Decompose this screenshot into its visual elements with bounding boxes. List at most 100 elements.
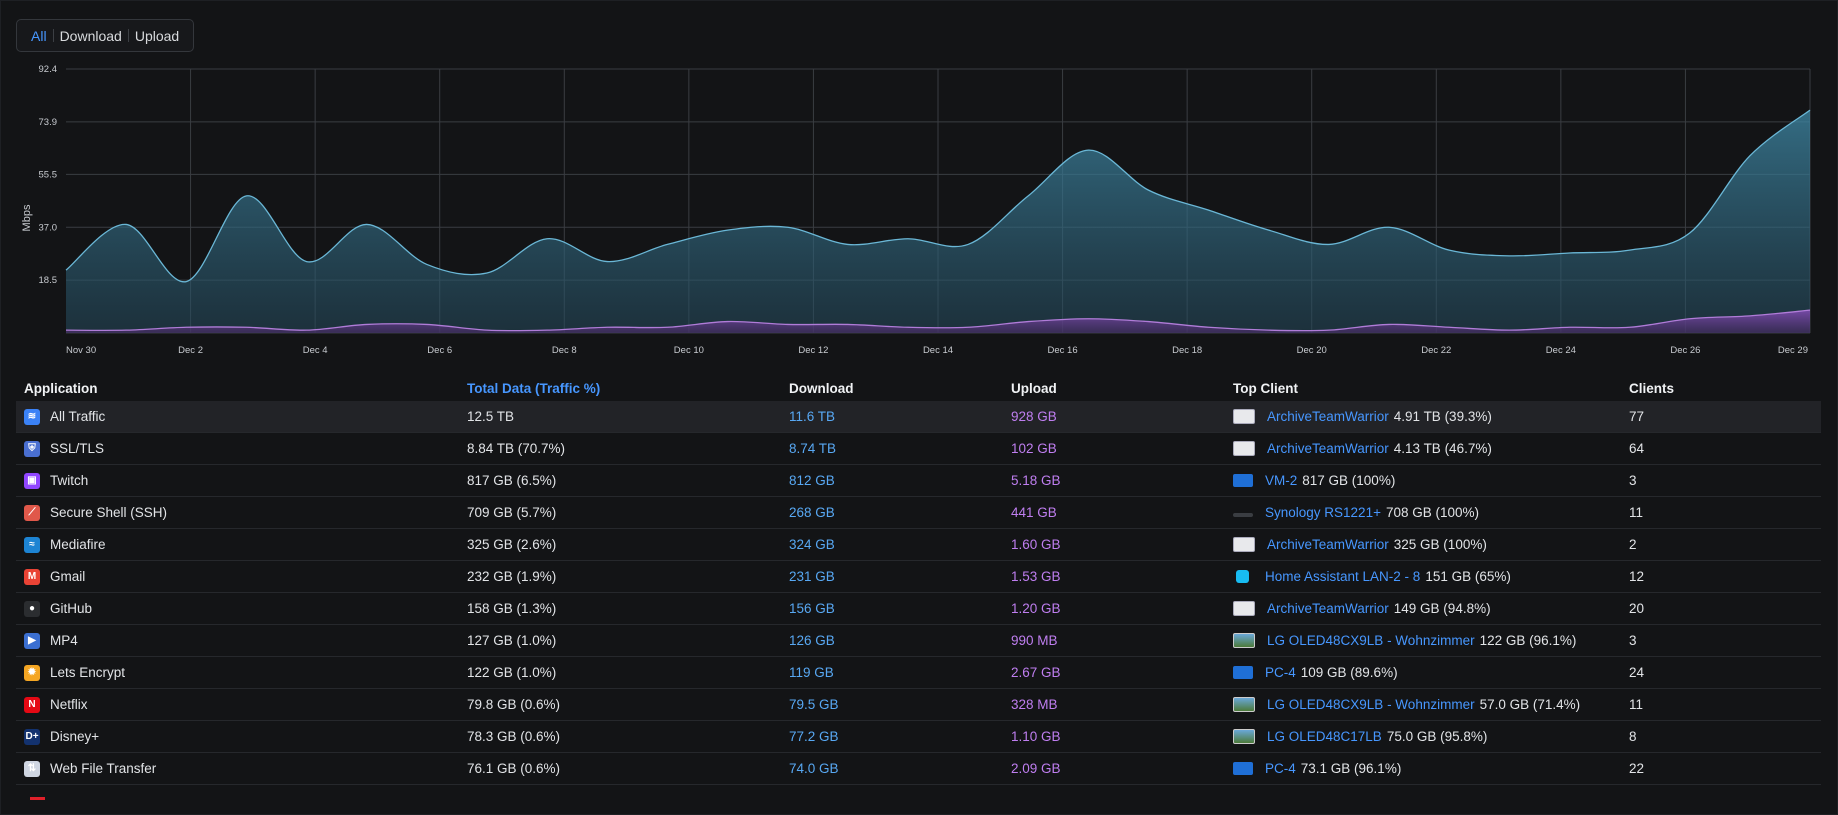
top-client-link[interactable]: ArchiveTeamWarrior [1267,409,1389,424]
col-header-download[interactable]: Download [789,380,854,396]
table-row[interactable]: ⛨ SSL/TLS 8.84 TB (70.7%) 8.74 TB 102 GB… [16,433,1821,465]
upload-cell: 1.53 GB [1011,569,1061,584]
app-cell: M Gmail [16,568,467,585]
download-cell: 231 GB [789,569,835,584]
y-tick-label: 18.5 [39,275,58,286]
chart-series [65,109,1811,333]
top-client-link[interactable]: ArchiveTeamWarrior [1267,441,1389,456]
download-cell: 74.0 GB [789,761,839,776]
app-name[interactable]: SSL/TLS [50,441,105,456]
app-name[interactable]: Lets Encrypt [50,665,126,680]
app-name[interactable]: All Traffic [50,409,106,424]
upload-cell: 5.18 GB [1011,473,1061,488]
download-cell: 156 GB [789,601,835,616]
table-row[interactable]: N Netflix 79.8 GB (0.6%) 79.5 GB 328 MB … [16,689,1821,721]
series-area-primary [66,110,1810,333]
app-name[interactable]: Disney+ [50,729,100,744]
app-name[interactable]: Twitch [50,473,89,488]
top-client-link[interactable]: LG OLED48C17LB [1267,729,1382,744]
filter-tab-download[interactable]: Download [59,27,122,44]
upload-cell: 2.09 GB [1011,761,1061,776]
top-client-link[interactable]: PC-4 [1265,761,1296,776]
top-client-usage: 122 GB (96.1%) [1479,633,1577,648]
lets-encrypt-icon: ✹ [24,664,40,681]
col-header-application[interactable]: Application [24,380,98,396]
app-name[interactable]: MP4 [50,633,78,648]
top-client-link[interactable]: LG OLED48CX9LB - Wohnzimmer [1267,633,1475,648]
table-row[interactable]: ≋ All Traffic 12.5 TB 11.6 TB 928 GB Arc… [16,401,1821,433]
upload-cell: 990 MB [1011,633,1058,648]
download-cell: 268 GB [789,505,835,520]
mediafire-icon: ≈ [24,536,40,553]
app-name[interactable]: Gmail [50,569,86,584]
app-cell: ▶ MP4 [16,632,467,649]
upload-cell: 328 MB [1011,697,1058,712]
top-client-link[interactable]: PC-4 [1265,665,1296,680]
rack-icon [1233,512,1253,517]
app-cell: ≈ Mediafire [16,536,467,553]
col-header-clients[interactable]: Clients [1629,380,1675,396]
y-axis-ticks: 92.4 73.9 55.5 37.0 18.5 [39,64,58,286]
disney-plus-icon: D+ [24,728,40,745]
col-header-top-client[interactable]: Top Client [1233,380,1298,396]
table-row[interactable]: ● GitHub 158 GB (1.3%) 156 GB 1.20 GB Ar… [16,593,1821,625]
tv-icon [1233,697,1255,712]
table-row[interactable]: ⇅ Web File Transfer 76.1 GB (0.6%) 74.0 … [16,753,1821,785]
filter-tab-all[interactable]: All [31,27,47,44]
top-client-usage: 4.91 TB (39.3%) [1393,409,1492,424]
col-header-total-data[interactable]: Total Data (Traffic %) [467,380,601,396]
table-header: Application Total Data (Traffic %) Downl… [16,375,1821,401]
table-row[interactable]: ✹ Lets Encrypt 122 GB (1.0%) 119 GB 2.67… [16,657,1821,689]
app-name[interactable]: Netflix [50,697,88,712]
table-row[interactable]: ≈ Mediafire 325 GB (2.6%) 324 GB 1.60 GB… [16,529,1821,561]
app-cell: ⛨ SSL/TLS [16,440,467,457]
download-cell: 8.74 TB [789,441,837,456]
upload-cell: 102 GB [1011,441,1057,456]
top-client-link[interactable]: Synology RS1221+ [1265,505,1381,520]
app-name[interactable]: GitHub [50,601,93,616]
file-transfer-icon: ⇅ [24,760,40,777]
clients-count-cell: 77 [1629,409,1645,424]
x-tick-label: Dec 10 [674,345,704,356]
top-client-link[interactable]: VM-2 [1265,473,1298,488]
app-cell: ⟋ Secure Shell (SSH) [16,504,467,521]
top-client-link[interactable]: ArchiveTeamWarrior [1267,537,1389,552]
col-header-upload[interactable]: Upload [1011,380,1057,396]
upload-cell: 2.67 GB [1011,665,1061,680]
server-icon [1233,441,1255,456]
clients-count-cell: 11 [1629,505,1644,520]
clients-count-cell: 20 [1629,601,1645,616]
app-name[interactable]: Secure Shell (SSH) [50,505,168,520]
table-row[interactable]: ▶ MP4 127 GB (1.0%) 126 GB 990 MB LG OLE… [16,625,1821,657]
upload-cell: 1.20 GB [1011,601,1061,616]
app-cell: ✹ Lets Encrypt [16,664,467,681]
filter-tab-upload[interactable]: Upload [134,27,180,44]
table-row[interactable]: D+ Disney+ 78.3 GB (0.6%) 77.2 GB 1.10 G… [16,721,1821,753]
x-tick-label: Dec 8 [552,345,577,356]
twitch-icon: ▣ [24,472,40,489]
table-row[interactable]: ▣ Twitch 817 GB (6.5%) 812 GB 5.18 GB VM… [16,465,1821,497]
top-client-cell: Synology RS1221+ 708 GB (100%) [1233,505,1629,520]
x-tick-label: Dec 12 [798,345,828,356]
top-client-link[interactable]: ArchiveTeamWarrior [1267,601,1389,616]
upload-cell: 1.10 GB [1011,729,1061,744]
top-client-usage: 57.0 GB (71.4%) [1479,697,1581,712]
desktop-icon [1233,762,1253,775]
top-client-cell: VM-2 817 GB (100%) [1233,473,1629,488]
app-name[interactable]: Mediafire [50,537,106,552]
top-client-link[interactable]: LG OLED48CX9LB - Wohnzimmer [1267,697,1475,712]
clients-count-cell: 8 [1629,729,1637,744]
clients-count-cell: 24 [1629,665,1645,680]
traffic-area-chart: 92.4 73.9 55.5 37.0 18.5 Nov 30 Dec 2 Dec 4 Dec… [21,64,1811,356]
clients-count-cell: 64 [1629,441,1645,456]
table-row[interactable]: M Gmail 232 GB (1.9%) 231 GB 1.53 GB Hom… [16,561,1821,593]
top-client-usage: 817 GB (100%) [1302,473,1396,488]
download-cell: 812 GB [789,473,835,488]
app-name[interactable]: Web File Transfer [50,761,157,776]
download-cell: 11.6 TB [789,409,836,424]
top-client-usage: 708 GB (100%) [1385,505,1480,520]
x-tick-label: Dec 16 [1048,345,1078,356]
top-client-link[interactable]: Home Assistant LAN-2 - 8 [1265,569,1421,584]
total-data-cell: 78.3 GB (0.6%) [467,729,561,744]
table-row[interactable]: ⟋ Secure Shell (SSH) 709 GB (5.7%) 268 G… [16,497,1821,529]
